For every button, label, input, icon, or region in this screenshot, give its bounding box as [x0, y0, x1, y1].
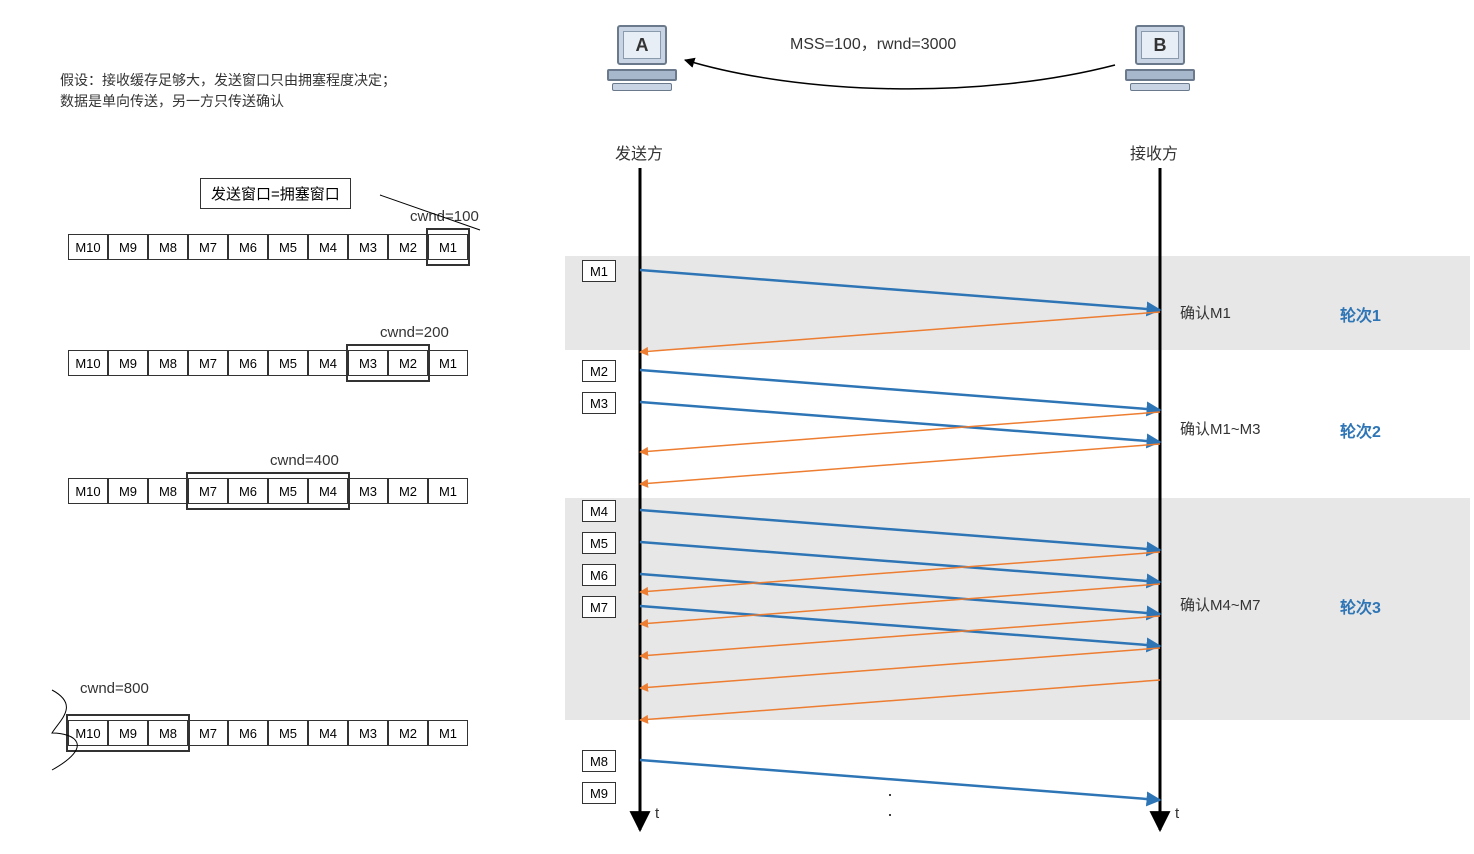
buffer-cell: M10 [68, 478, 108, 504]
buffer-cell: M1 [428, 478, 468, 504]
seq-msg-label: M4 [582, 500, 616, 522]
buffer-cell: M10 [68, 234, 108, 260]
buffer-row: M10M9M8M7M6M5M4M3M2M1 [68, 350, 468, 376]
computer-a-label: A [623, 31, 661, 59]
seq-msg-label: M8 [582, 750, 616, 772]
ack-label: 确认M1~M3 [1180, 418, 1260, 439]
buffer-cell: M3 [348, 478, 388, 504]
buffer-cell: M9 [108, 478, 148, 504]
cwnd-label: cwnd=100 [410, 208, 479, 225]
buffer-cell: M1 [428, 234, 468, 260]
buffer-cell: M7 [188, 478, 228, 504]
header-params: MSS=100，rwnd=3000 [790, 30, 956, 54]
round-label: 轮次3 [1340, 594, 1381, 618]
buffer-cell: M6 [228, 350, 268, 376]
buffer-cell: M4 [308, 234, 348, 260]
ack-label: 确认M4~M7 [1180, 594, 1260, 615]
round-label: 轮次1 [1340, 302, 1381, 326]
buffer-cell: M1 [428, 350, 468, 376]
send-window-callout: 发送窗口=拥塞窗口 [200, 178, 351, 209]
buffer-cell: M7 [188, 350, 228, 376]
buffer-cell: M2 [388, 478, 428, 504]
buffer-cell: M4 [308, 720, 348, 746]
computer-b: B [1120, 25, 1200, 105]
seq-msg-label: M9 [582, 782, 616, 804]
t-label-b: t [1175, 805, 1179, 822]
cwnd-label: cwnd=800 [80, 680, 149, 697]
buffer-cell: M2 [388, 234, 428, 260]
seq-msg-label: M7 [582, 596, 616, 618]
assumption-line1: 假设：接收缓存足够大，发送窗口只由拥塞程度决定； [60, 70, 396, 91]
computer-b-label: B [1141, 31, 1179, 59]
buffer-row: M10M9M8M7M6M5M4M3M2M1 [68, 720, 468, 746]
buffer-cell: M5 [268, 234, 308, 260]
buffer-cell: M4 [308, 350, 348, 376]
buffer-cell: M8 [148, 234, 188, 260]
buffer-cell: M8 [148, 478, 188, 504]
buffer-cell: M9 [108, 720, 148, 746]
buffer-cell: M6 [228, 234, 268, 260]
round-band [565, 498, 1470, 720]
sender-label: 发送方 [615, 140, 663, 164]
buffer-row: M10M9M8M7M6M5M4M3M2M1 [68, 234, 468, 260]
seq-msg-label: M3 [582, 392, 616, 414]
receiver-label: 接收方 [1130, 140, 1178, 164]
ack-label: 确认M1 [1180, 302, 1231, 323]
buffer-row: M10M9M8M7M6M5M4M3M2M1 [68, 478, 468, 504]
t-label-a: t [655, 805, 659, 822]
buffer-cell: M2 [388, 720, 428, 746]
buffer-cell: M8 [148, 720, 188, 746]
buffer-cell: M5 [268, 720, 308, 746]
buffer-cell: M5 [268, 350, 308, 376]
cwnd-label: cwnd=400 [270, 452, 339, 469]
round-band [565, 256, 1470, 350]
buffer-cell: M3 [348, 720, 388, 746]
buffer-cell: M2 [388, 350, 428, 376]
buffer-cell: M4 [308, 478, 348, 504]
seq-msg-label: M1 [582, 260, 616, 282]
seq-msg-label: M2 [582, 360, 616, 382]
assumption-text: 假设：接收缓存足够大，发送窗口只由拥塞程度决定； 数据是单向传送，另一方只传送确… [60, 70, 396, 112]
cwnd-label: cwnd=200 [380, 324, 449, 341]
seq-msg-label: M6 [582, 564, 616, 586]
buffer-cell: M7 [188, 234, 228, 260]
buffer-cell: M6 [228, 720, 268, 746]
buffer-cell: M8 [148, 350, 188, 376]
computer-a: A [602, 25, 682, 105]
buffer-cell: M10 [68, 720, 108, 746]
buffer-cell: M6 [228, 478, 268, 504]
seq-msg-label: M5 [582, 532, 616, 554]
buffer-cell: M3 [348, 350, 388, 376]
buffer-cell: M3 [348, 234, 388, 260]
buffer-cell: M5 [268, 478, 308, 504]
assumption-line2: 数据是单向传送，另一方只传送确认 [60, 91, 396, 112]
buffer-cell: M10 [68, 350, 108, 376]
buffer-cell: M9 [108, 234, 148, 260]
round-label: 轮次2 [1340, 418, 1381, 442]
buffer-cell: M1 [428, 720, 468, 746]
buffer-cell: M9 [108, 350, 148, 376]
buffer-cell: M7 [188, 720, 228, 746]
